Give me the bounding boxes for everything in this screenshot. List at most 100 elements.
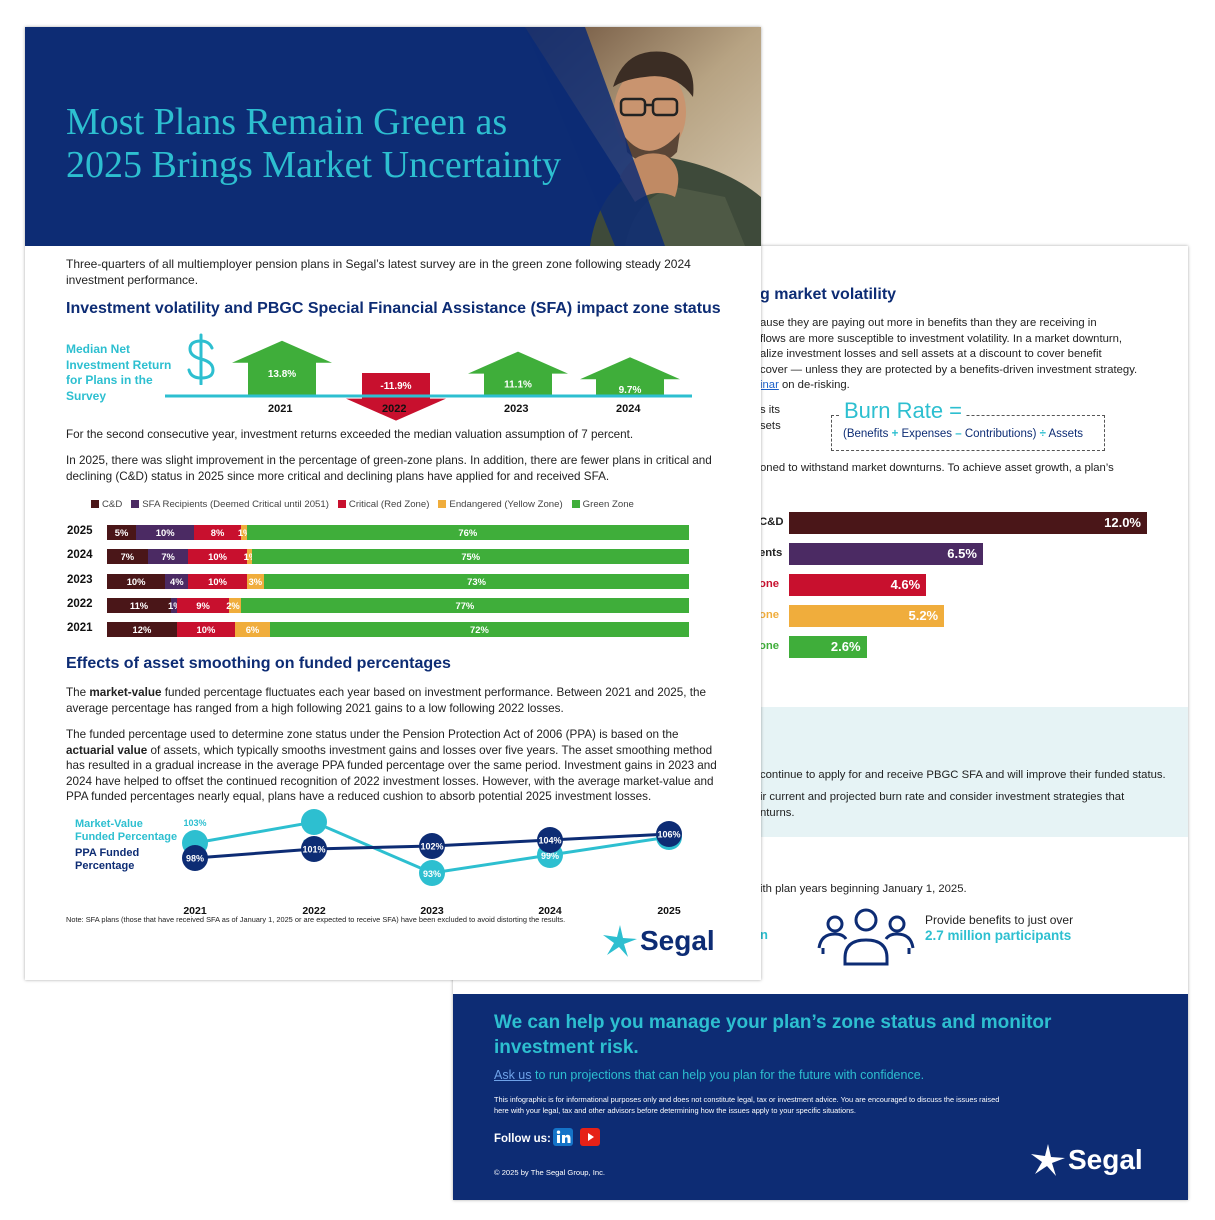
burn-rate-label: C&D — [759, 516, 784, 528]
footnote: Note: SFA plans (those that have receive… — [66, 915, 566, 924]
market-value-point — [301, 809, 327, 835]
burn-rate-formula: (Benefits + Expenses – Contributions) ÷ … — [843, 428, 1083, 440]
zone-segment-label: 3% — [248, 575, 263, 587]
formula-divide: ÷ — [1039, 428, 1046, 440]
formula-contributions: Contributions) — [964, 428, 1037, 440]
burn-rate-value: 4.6% — [890, 577, 921, 592]
legend-item: C&D — [91, 499, 122, 510]
burn-rate-bar: 2.6% — [789, 636, 867, 658]
zone-row-bar: 12% 10% 6% 72% — [107, 622, 689, 638]
ask-us-link[interactable]: Ask us — [494, 1068, 532, 1082]
hero-photo — [525, 27, 761, 246]
back-paragraph-line: inar on de-risking. — [760, 378, 1170, 394]
ppa-legend-label: PPA Funded Percentage — [75, 847, 155, 873]
webinar-link[interactable]: inar — [760, 379, 779, 391]
burn-rate-value: 5.2% — [908, 608, 939, 623]
ask-us-line: Ask us to run projections that can help … — [494, 1068, 924, 1082]
zone-segment-label: 10% — [155, 527, 175, 538]
return-arrow — [580, 357, 680, 396]
legend-text: PPA Funded Percentage — [75, 847, 140, 872]
takeaway-line: ir current and projected burn rate and c… — [760, 791, 1125, 803]
legend-swatch — [438, 500, 447, 508]
zone-row-year: 2025 — [67, 525, 93, 537]
zone-segment-label: 11% — [129, 599, 149, 611]
return-value: 11.1% — [504, 380, 532, 391]
zone-row-bar: 7% 7% 10% 1% 75% — [107, 549, 689, 565]
zone-segment-label: 73% — [467, 575, 486, 587]
legend-text: Market-Value Funded Percentage — [75, 818, 178, 843]
zone-segment-label: 77% — [455, 599, 475, 611]
legend-swatch — [91, 500, 99, 508]
zone-legend: C&D SFA Recipients (Deemed Critical until… — [91, 499, 643, 510]
zone-segment: 12% — [107, 622, 177, 638]
return-value: 9.7% — [619, 385, 642, 396]
participants-line2: 2.7 million participants — [925, 928, 1072, 943]
fragment-sets: sets — [760, 420, 781, 432]
zone-segment-label: 1% — [237, 527, 252, 538]
back-paragraph-line: cover — unless they are protected by a b… — [760, 363, 1138, 376]
back-paragraph-line: flows are more susceptible to investment… — [760, 332, 1123, 345]
zone-segment-label: 76% — [458, 527, 478, 538]
text-run: funded percentage fluctuates each year b… — [66, 686, 707, 715]
zone-segment-label: 10% — [126, 575, 146, 587]
zone-segment: 6% — [235, 622, 270, 638]
zone-segment-label: 2% — [226, 599, 240, 611]
participants-line1: Provide benefits to just over — [925, 913, 1074, 927]
funded-year-label: 2023 — [420, 905, 444, 917]
segal-logo-back: Segal — [1031, 1144, 1143, 1176]
zone-segment: 72% — [269, 622, 689, 638]
ppa-point — [301, 836, 327, 862]
linkedin-icon[interactable] — [553, 1128, 573, 1146]
formula-assets: Assets — [1048, 428, 1084, 440]
zone-segment: 10% — [188, 549, 247, 565]
funded-year-label: 2022 — [302, 905, 326, 917]
ppa-label: 98% — [186, 854, 204, 864]
funded-year-label: 2021 — [183, 905, 207, 917]
zone-segment-label: 6% — [245, 624, 260, 636]
legend-swatch — [571, 500, 580, 508]
legend-label: SFA Recipients (Deemed Critical until 20… — [142, 499, 329, 510]
bold-run: market-value — [89, 686, 162, 699]
takeaway-sfa: continue to apply for and receive PBGC S… — [760, 769, 1166, 781]
zone-segment: 10% — [176, 622, 236, 638]
back-section-title: g market volatility — [760, 286, 897, 303]
burn-rate-label: ents — [759, 547, 783, 559]
formula-minus: – — [955, 428, 962, 440]
formula-expenses: Expenses — [901, 428, 953, 440]
page-title: Most Plans Remain Green as 2025 Brings M… — [66, 101, 561, 187]
zone-segment: 5% — [107, 525, 137, 540]
zone-segment-label: 7% — [120, 551, 135, 563]
zone-segment-label: 7% — [161, 551, 175, 563]
zone-segment: 77% — [240, 597, 689, 613]
footer-band: We can help you manage your plan’s zone … — [453, 994, 1188, 1200]
legend-swatch — [131, 500, 140, 508]
footer-title: We can help you manage your plan’s zone … — [494, 1012, 1052, 1058]
back-paragraph: ause they are paying out more in benefit… — [760, 316, 1170, 394]
ppa-label: 104% — [538, 836, 561, 846]
hero-banner: Most Plans Remain Green as 2025 Brings M… — [25, 27, 761, 246]
zone-segment: 75% — [252, 549, 689, 565]
zone-row-year: 2021 — [67, 622, 93, 635]
back-paragraph-line: alize investment losses and sell assets … — [760, 348, 1102, 360]
funded-year-label: 2024 — [538, 905, 562, 917]
youtube-icon[interactable] — [580, 1128, 600, 1146]
formula-plus: + — [891, 428, 899, 440]
zone-segment: 9% — [176, 597, 230, 613]
zone-segment-label: 4% — [170, 575, 184, 587]
zone-segment-label: 10% — [196, 624, 216, 636]
disclaimer: This infographic is for informational pu… — [494, 1095, 1000, 1115]
zone-segment: 10% — [188, 573, 247, 589]
segal-star-icon — [1031, 1144, 1065, 1176]
zone-segment: 4% — [165, 573, 189, 589]
back-paragraph-line: ause they are paying out more in benefit… — [760, 317, 1097, 329]
zone-row-bar: 5% 10% 8% 1% 76% — [107, 525, 689, 540]
segal-wordmark: Segal — [640, 925, 715, 956]
zone-row-year: 2023 — [67, 573, 93, 586]
market-value-label: 93% — [423, 869, 441, 879]
legend-item: Green Zone — [571, 499, 634, 510]
market-value-label: 103% — [183, 818, 206, 828]
return-arrow — [232, 340, 332, 396]
zone-segment: 2% — [226, 597, 241, 613]
legend-item: Critical (Red Zone) — [337, 499, 429, 510]
return-year-label: 2024 — [616, 403, 641, 415]
